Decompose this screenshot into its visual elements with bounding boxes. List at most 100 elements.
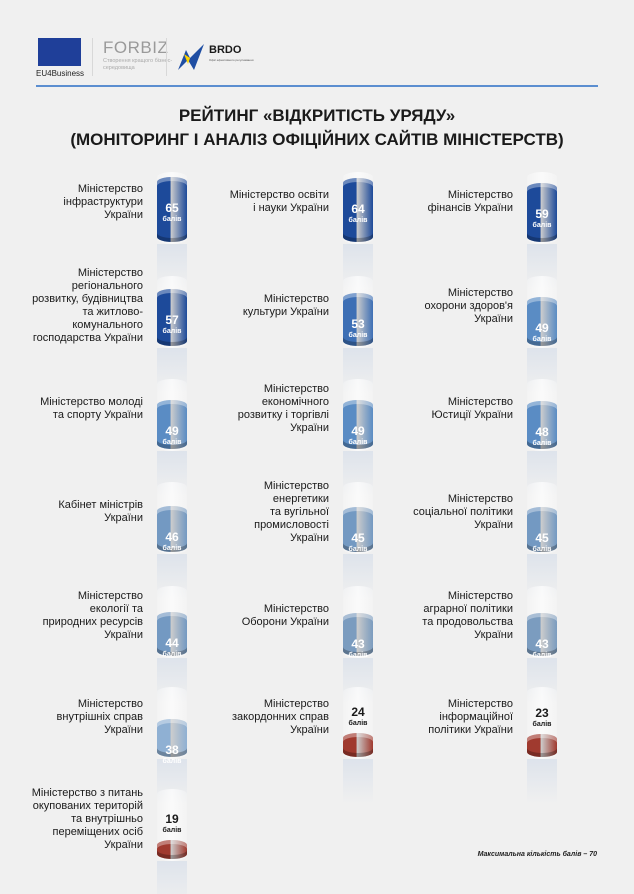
- score-value: 48: [535, 425, 549, 439]
- score-value: 24: [351, 705, 365, 719]
- score-unit: балів: [162, 651, 182, 658]
- label-line: внутрішніх справ: [56, 710, 143, 723]
- label-line: аграрної політики: [423, 603, 513, 615]
- forbiz-subtitle: Створення кращого бізнес-середовища: [103, 58, 173, 71]
- label-line: інфраструктури: [63, 195, 143, 208]
- label-line: України: [104, 723, 143, 736]
- label-line: переміщених осіб: [52, 825, 144, 838]
- label-line: розвитку і торгівлі: [237, 409, 329, 421]
- ministry-label: Міністерство екології та природних ресурсі…: [0, 590, 143, 642]
- score-unit: балів: [532, 440, 552, 447]
- label-line: Міністерство: [447, 396, 513, 408]
- ministry-label: Міністерство закордонних справ України: [159, 698, 329, 737]
- score-unit: балів: [532, 652, 552, 659]
- score-bar: [157, 719, 187, 757]
- score-bar: [343, 400, 373, 449]
- label-line: Міністерство: [263, 383, 329, 395]
- label-line: та спорту України: [52, 409, 143, 421]
- page-subtitle: (МОНІТОРИНГ І АНАЛІЗ ОФІЦІЙНИХ САЙТІВ МІ…: [70, 130, 564, 149]
- label-line: Міністерство освіти: [229, 189, 329, 201]
- score-bar: [157, 840, 187, 859]
- label-line: України: [474, 518, 513, 531]
- label-line: соціальної політики: [413, 505, 513, 518]
- label-line: Міністерство: [447, 189, 513, 201]
- ministry-label: Кабінет міністрів України: [0, 499, 143, 525]
- max-score-note: Максимальна кількість балів – 70: [477, 851, 597, 858]
- ministry-label: Міністерство охорони здоров'я України: [343, 287, 513, 326]
- label-line: Міністерство з питань: [31, 786, 143, 799]
- score-value: 43: [351, 637, 365, 651]
- score-value: 19: [165, 812, 179, 826]
- score-value: 53: [351, 317, 365, 331]
- label-line: Міністерство: [447, 697, 513, 710]
- score-bar: [527, 734, 557, 757]
- ministry-label: Міністерство з питань окупованих територі…: [0, 787, 143, 852]
- label-line: економічного: [261, 396, 329, 408]
- label-line: фінансів України: [427, 202, 513, 214]
- ministry-label: Міністерство соціальної політики України: [343, 493, 513, 532]
- label-line: Міністерство: [77, 697, 143, 710]
- label-line: енергетики: [272, 492, 329, 505]
- label-line: України: [290, 422, 329, 434]
- score-bar: [157, 177, 187, 242]
- score-unit: балів: [532, 546, 552, 553]
- label-line: екології та: [89, 603, 143, 615]
- label-line: Міністерство: [263, 479, 329, 492]
- brdo-logo: BRDO: [209, 44, 242, 56]
- page-title: РЕЙТИНГ «ВІДКРИТІСТЬ УРЯДУ»: [178, 106, 456, 125]
- eu-flag-logo: [38, 38, 81, 66]
- score-value: 45: [535, 531, 549, 545]
- label-line: Міністерство: [77, 267, 143, 279]
- score-value: 46: [165, 530, 179, 544]
- score-value: 64: [351, 202, 365, 216]
- score-unit: балів: [348, 332, 368, 339]
- label-line: інформаційної: [439, 710, 513, 723]
- ministry-label: Міністерство культури України: [159, 293, 329, 319]
- label-line: Міністерство: [263, 697, 329, 710]
- ministry-label: Міністерство економічного розвитку і торгі…: [159, 383, 329, 435]
- label-line: Кабінет міністрів: [58, 499, 143, 511]
- ministry-label: Міністерство молоді та спорту України: [0, 396, 143, 422]
- score-bar: [343, 507, 373, 552]
- score-unit: балів: [162, 758, 182, 765]
- label-line: Міністерство молоді: [40, 396, 143, 408]
- label-line: Міністерство: [447, 286, 513, 299]
- score-bar: [157, 289, 187, 346]
- label-line: охорони здоров'я: [424, 299, 513, 312]
- eu4business-label: EU4Business: [36, 69, 85, 78]
- score-value: 44: [165, 636, 179, 650]
- label-line: України: [290, 723, 329, 736]
- score-unit: балів: [162, 439, 182, 446]
- label-line: і науки України: [253, 202, 329, 214]
- ministry-label: Міністерство фінансів України: [343, 189, 513, 215]
- ministry-label: Міністерство внутрішніх справ України: [0, 698, 143, 737]
- score-value: 49: [535, 321, 549, 335]
- ministry-label: Міністерство інфраструктури України: [0, 183, 143, 222]
- label-line: України: [104, 512, 143, 524]
- label-line: Міністерство: [263, 293, 329, 305]
- score-unit: балів: [348, 439, 368, 446]
- score-value: 45: [351, 531, 365, 545]
- reflection: [343, 759, 373, 804]
- label-line: України: [104, 208, 143, 221]
- score-unit: балів: [162, 328, 182, 335]
- label-line: та житлово-: [82, 306, 143, 318]
- label-line: Міністерство: [263, 603, 329, 615]
- label-line: України: [474, 629, 513, 641]
- label-line: промисловості: [254, 518, 329, 531]
- score-unit: балів: [348, 217, 368, 224]
- score-bar: [343, 293, 373, 346]
- label-line: України: [474, 312, 513, 325]
- label-line: України: [104, 629, 143, 641]
- header-rule: [36, 85, 598, 87]
- label-line: та внутрішньо: [71, 812, 143, 825]
- label-line: комунального: [72, 319, 143, 331]
- score-bar: [527, 401, 557, 449]
- ministry-label: Міністерство інформаційної політики Україн…: [343, 698, 513, 737]
- forbiz-logo: FORBIZ: [103, 38, 169, 57]
- score-unit: балів: [162, 545, 182, 552]
- score-unit: балів: [162, 827, 182, 834]
- label-line: Міністерство: [447, 492, 513, 505]
- score-bar: [527, 613, 557, 656]
